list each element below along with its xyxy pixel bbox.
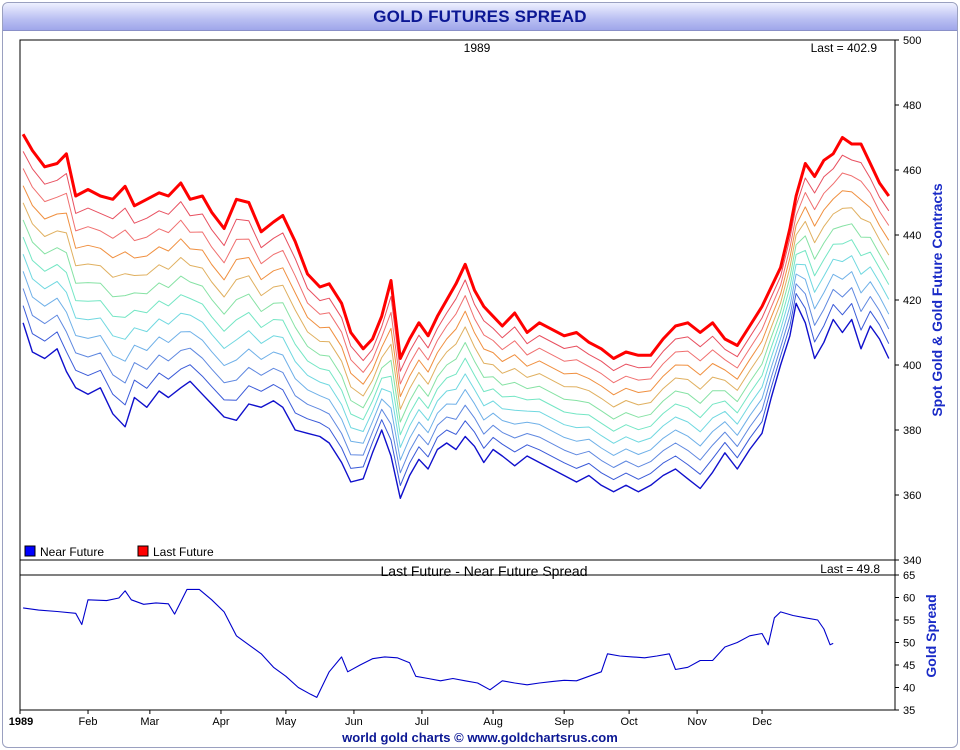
footer-credit: world gold charts © www.goldchartsrus.co… xyxy=(342,730,618,745)
x-tick-label: Mar xyxy=(140,716,159,728)
x-axis-month-ticks: 1989 Feb Mar Apr May Jun Jul Aug Sep Oct Nov Dec xyxy=(9,710,772,728)
contract-line xyxy=(22,293,890,486)
contract-series-group xyxy=(21,133,891,499)
x-tick-label: May xyxy=(276,716,297,728)
x-tick-label: Sep xyxy=(554,716,574,728)
main-plot-area xyxy=(19,39,896,561)
spread-title: Last Future - Near Future Spread xyxy=(381,563,588,579)
main-y-ticks: 340 360 380 400 420 440 460 480 500 xyxy=(895,35,921,567)
x-tick-label: Feb xyxy=(79,716,98,728)
main-last-label: Last = 402.9 xyxy=(811,41,878,55)
main-year-label: 1989 xyxy=(464,41,491,55)
contract-line xyxy=(22,219,890,423)
spread-y-tick-label: 60 xyxy=(903,593,915,605)
legend-near-future-label: Near Future xyxy=(40,545,104,559)
x-tick-label: Aug xyxy=(483,716,503,728)
x-tick-label: Nov xyxy=(687,716,707,728)
title-bar: GOLD FUTURES SPREAD xyxy=(3,3,957,31)
spread-y-tick-label: 35 xyxy=(903,705,915,717)
x-tick-label: Jul xyxy=(415,716,429,728)
contract-line xyxy=(22,185,890,398)
x-tick-label: 1989 xyxy=(9,716,33,728)
contract-line xyxy=(22,236,890,436)
spread-y-tick-label: 55 xyxy=(903,615,915,627)
contract-line xyxy=(22,168,890,385)
contract-line xyxy=(22,283,890,474)
contract-line xyxy=(22,271,890,461)
near-future-line xyxy=(22,302,890,499)
y-tick-label: 420 xyxy=(903,295,921,307)
spread-line xyxy=(23,588,834,698)
last-future-line xyxy=(21,133,891,360)
y-tick-label: 500 xyxy=(903,35,921,47)
x-tick-label: Jun xyxy=(345,716,363,728)
legend-last-future-swatch xyxy=(137,545,149,557)
main-y-axis-title: Spot Gold & Gold Future Contracts xyxy=(929,183,945,417)
spread-y-tick-label: 50 xyxy=(903,638,915,650)
chart-title: GOLD FUTURES SPREAD xyxy=(373,7,587,26)
x-tick-label: Dec xyxy=(752,716,772,728)
contract-line xyxy=(22,151,890,372)
y-tick-label: 340 xyxy=(903,555,921,567)
y-tick-label: 460 xyxy=(903,165,921,177)
contract-line xyxy=(22,202,890,410)
y-tick-label: 380 xyxy=(903,425,921,437)
spread-last-label: Last = 49.8 xyxy=(820,562,880,576)
spread-y-tick-label: 45 xyxy=(903,660,915,672)
contract-line xyxy=(22,254,890,448)
spread-y-ticks: 35 40 45 50 55 60 65 xyxy=(895,570,915,717)
y-tick-label: 400 xyxy=(903,360,921,372)
spread-y-axis-title: Gold Spread xyxy=(923,594,939,677)
y-tick-label: 480 xyxy=(903,100,921,112)
legend-last-future-label: Last Future xyxy=(153,545,214,559)
x-tick-label: Apr xyxy=(212,716,229,728)
legend-near-future-swatch xyxy=(24,545,36,557)
spread-plot-area xyxy=(19,559,896,711)
spread-y-tick-label: 40 xyxy=(903,683,915,695)
y-tick-label: 440 xyxy=(903,230,921,242)
spread-y-tick-label: 65 xyxy=(903,570,915,582)
x-tick-label: Oct xyxy=(621,716,638,728)
y-tick-label: 360 xyxy=(903,490,921,502)
spread-series-group xyxy=(23,588,834,698)
